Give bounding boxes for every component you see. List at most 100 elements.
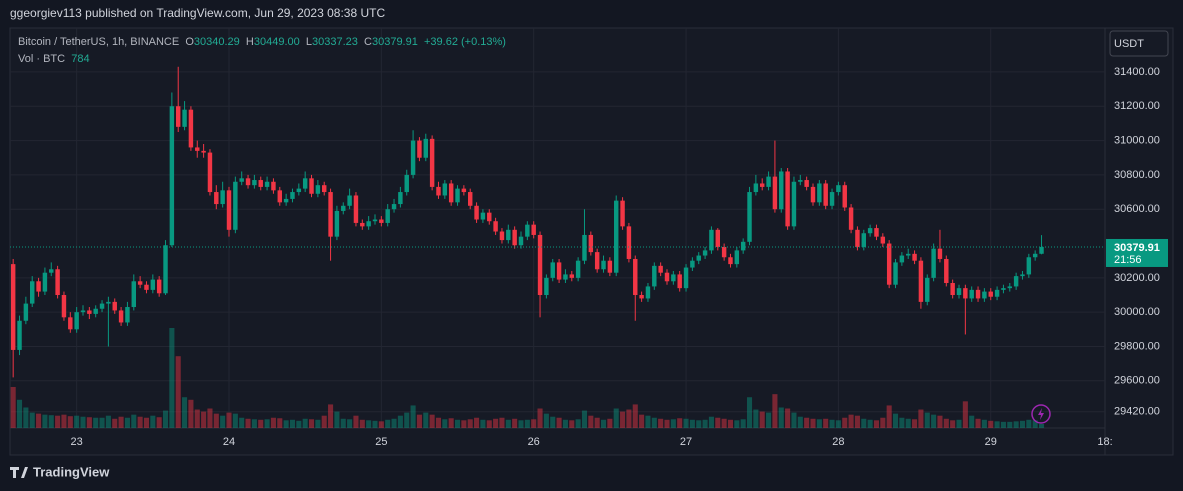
volume-bar: [213, 413, 219, 428]
volume-bar: [340, 418, 346, 428]
candles: [10, 66, 1105, 378]
volume-bar: [302, 418, 308, 428]
candle-body: [214, 192, 219, 205]
volume-bar: [524, 419, 530, 428]
x-tick-label: 18:: [1097, 436, 1112, 448]
candle-body: [302, 178, 308, 189]
candle-body: [410, 140, 416, 175]
volume-bar: [899, 417, 905, 428]
volume-bar: [467, 419, 473, 428]
candle-body: [874, 228, 879, 237]
volume-bar: [435, 417, 442, 428]
legend-row: Vol · BTC 784: [18, 51, 506, 68]
volume-pane: [10, 328, 1045, 428]
legend-key: H: [245, 36, 254, 48]
candle-body: [499, 231, 505, 241]
volume-bar: [753, 409, 759, 428]
volume-bar: [842, 417, 848, 428]
volume-bar: [150, 415, 156, 428]
volume-bar: [588, 415, 594, 428]
candle-body: [150, 279, 156, 290]
candle-body: [791, 181, 797, 227]
y-tick-label: 29600.00: [1114, 375, 1160, 387]
volume-bar: [86, 417, 92, 428]
candle-body: [772, 176, 778, 210]
candle-body: [315, 185, 321, 194]
volume-bar: [67, 416, 73, 428]
volume-bar: [664, 419, 670, 428]
candle-body: [220, 190, 225, 205]
volume-bar: [423, 412, 429, 428]
candle-body: [1020, 274, 1025, 277]
candle-body: [296, 188, 302, 193]
candle-body: [80, 310, 86, 313]
currency-button[interactable]: [1109, 30, 1169, 57]
price-tag: [1106, 238, 1168, 267]
candle-body: [163, 245, 168, 294]
volume-bar: [328, 404, 334, 428]
candle-body: [1013, 276, 1019, 287]
candle-body: [664, 272, 670, 282]
volume-bar: [162, 410, 169, 428]
volume-bar: [1032, 420, 1038, 428]
candle-body: [360, 222, 365, 227]
candle-body: [690, 260, 695, 268]
y-tick-label: 31200.00: [1114, 100, 1160, 112]
candle-body: [912, 253, 917, 261]
candle-body: [353, 195, 359, 223]
volume-bar: [505, 419, 511, 428]
volume-bar: [137, 416, 143, 428]
candle-body: [49, 269, 54, 273]
y-tick-label: 30600.00: [1114, 203, 1160, 215]
volume-bar: [245, 418, 251, 428]
currency[interactable]: USDT: [1114, 38, 1144, 50]
volume-bar: [397, 415, 403, 428]
candle-body: [905, 253, 911, 256]
volume-bar: [1013, 421, 1019, 428]
candle-body: [550, 262, 555, 278]
volume-bar: [1000, 421, 1006, 428]
volume-bar: [391, 418, 397, 428]
candle-body: [709, 229, 714, 251]
volume-bar: [518, 420, 524, 428]
volume-bar: [543, 413, 549, 428]
candle-body: [436, 186, 441, 196]
candle-body: [588, 234, 594, 253]
candle-body: [429, 138, 435, 187]
candle-body: [633, 258, 638, 296]
candle-body: [652, 265, 657, 287]
candle-body: [233, 181, 238, 230]
candle-body: [379, 219, 384, 223]
volume-bar: [512, 418, 518, 428]
candle-body: [823, 183, 828, 206]
volume-bar: [74, 415, 80, 428]
volume-bar: [620, 411, 626, 428]
candle-body: [156, 279, 162, 294]
legend-key: L: [305, 36, 312, 48]
candle-body: [195, 147, 200, 151]
candle-body: [645, 286, 651, 299]
volume-bar: [251, 419, 257, 428]
volume-bar: [105, 415, 111, 428]
volume-bar: [289, 419, 296, 428]
alert-icon[interactable]: [1031, 404, 1051, 424]
candle-body: [798, 180, 803, 182]
volume-bar: [48, 415, 54, 428]
candle-body: [613, 200, 619, 273]
volume-bar: [36, 413, 42, 428]
candle-body: [753, 183, 759, 193]
volume-bar: [746, 397, 753, 428]
candle-body: [702, 250, 708, 256]
price-tag-label: 30379.91: [1114, 242, 1160, 254]
candle-body: [55, 269, 60, 296]
candle-body: [626, 226, 632, 259]
volume-value: 784: [71, 53, 90, 65]
volume-bar: [283, 420, 289, 428]
candle-body: [372, 219, 378, 222]
volume-bar: [981, 419, 987, 428]
volume-bar: [277, 418, 283, 428]
volume-bar: [677, 418, 683, 428]
volume-bar: [264, 419, 270, 428]
candle-body: [283, 198, 289, 203]
